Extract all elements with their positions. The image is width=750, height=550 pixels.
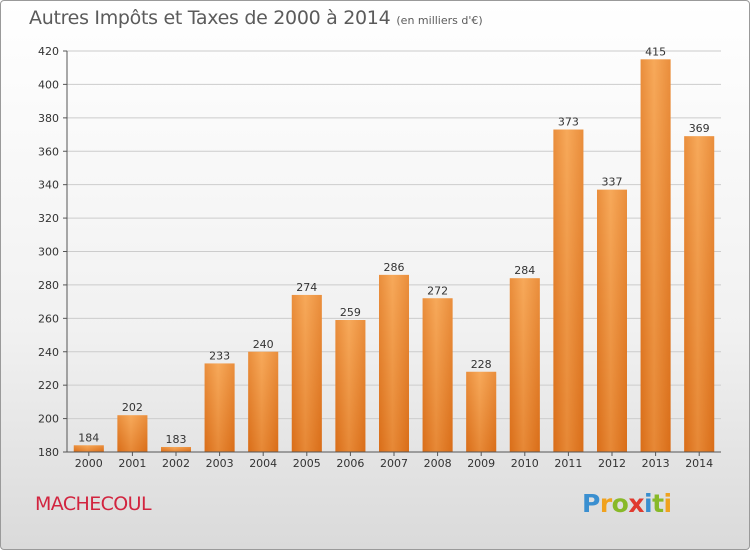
bar-shading <box>422 298 453 452</box>
bar-shading <box>248 351 279 452</box>
data-label: 415 <box>645 45 666 58</box>
logo-letter: i <box>663 489 673 518</box>
data-label: 373 <box>558 116 579 129</box>
data-label: 233 <box>209 349 230 362</box>
y-tick-label: 280 <box>38 279 59 292</box>
x-tick-label: 2010 <box>511 457 539 470</box>
data-label: 272 <box>427 284 448 297</box>
logo-letter: P <box>582 489 600 518</box>
data-label: 259 <box>340 306 361 319</box>
bar-shading <box>117 415 148 452</box>
data-label: 369 <box>689 122 710 135</box>
bar-shading <box>466 371 497 452</box>
data-label: 286 <box>384 261 405 274</box>
x-tick-label: 2001 <box>118 457 146 470</box>
x-tick-label: 2011 <box>554 457 582 470</box>
logo-letter: i <box>644 489 653 518</box>
y-tick-label: 240 <box>38 346 59 359</box>
data-label: 284 <box>514 264 535 277</box>
data-label: 202 <box>122 401 143 414</box>
x-tick-label: 2008 <box>424 457 452 470</box>
x-tick-label: 2004 <box>249 457 277 470</box>
y-tick-label: 340 <box>38 179 59 192</box>
y-tick-label: 260 <box>38 312 59 325</box>
bar-shading <box>335 320 366 452</box>
bar-shading <box>684 136 715 452</box>
x-tick-label: 2002 <box>162 457 190 470</box>
bar-shading <box>597 189 627 452</box>
x-tick-label: 2006 <box>336 457 364 470</box>
y-tick-label: 360 <box>38 145 59 158</box>
x-tick-label: 2000 <box>75 457 103 470</box>
bar-shading <box>291 294 322 452</box>
chart-title: Autres Impôts et Taxes de 2000 à 2014 (en… <box>29 7 483 29</box>
chart-subtitle: (en milliers d'€) <box>396 14 483 27</box>
y-tick-label: 300 <box>38 246 59 259</box>
x-tick-label: 2005 <box>293 457 321 470</box>
y-tick-label: 200 <box>38 413 59 426</box>
x-tick-label: 2014 <box>685 457 713 470</box>
x-tick-label: 2007 <box>380 457 408 470</box>
data-label: 274 <box>296 281 317 294</box>
logo-letter: r <box>599 489 612 518</box>
data-label: 184 <box>78 431 99 444</box>
bar-shading <box>509 278 540 452</box>
data-label: 183 <box>166 433 187 446</box>
logo-letter: x <box>628 489 644 518</box>
chart-title-text: Autres Impôts et Taxes de 2000 à 2014 <box>29 7 391 29</box>
bar-shading <box>204 363 235 452</box>
y-tick-label: 180 <box>38 446 59 459</box>
bar-shading <box>640 59 671 453</box>
bar-shading <box>161 446 191 452</box>
data-label: 228 <box>471 358 492 371</box>
proxiti-logo: Proxiti <box>582 489 672 518</box>
logo-letter: t <box>652 489 664 518</box>
x-tick-label: 2003 <box>206 457 234 470</box>
place-name: MACHECOUL <box>35 493 152 515</box>
y-tick-label: 380 <box>38 112 59 125</box>
y-tick-label: 400 <box>38 78 59 91</box>
bar-shading <box>553 129 584 452</box>
bar-shading <box>73 445 104 452</box>
bar-shading <box>379 274 409 452</box>
data-label: 337 <box>602 176 623 189</box>
x-tick-label: 2013 <box>642 457 670 470</box>
y-tick-label: 420 <box>38 45 59 58</box>
x-tick-label: 2012 <box>598 457 626 470</box>
y-tick-label: 220 <box>38 379 59 392</box>
logo-letter: o <box>611 489 629 518</box>
data-label: 240 <box>253 338 274 351</box>
x-tick-label: 2009 <box>467 457 495 470</box>
y-tick-label: 320 <box>38 212 59 225</box>
